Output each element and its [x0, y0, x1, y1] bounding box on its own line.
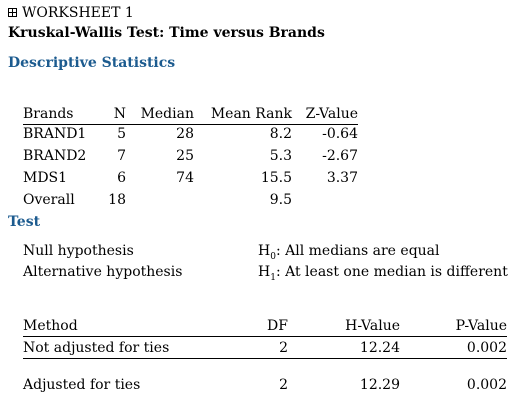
cell-mean-rank: 5.3: [269, 148, 292, 164]
cell-z-value: 3.37: [326, 170, 358, 186]
cell-mean-rank: 8.2: [269, 126, 292, 142]
cell-p-value: 0.002: [466, 377, 507, 393]
col-method: Method: [23, 318, 78, 334]
cell-method: Adjusted for ties: [23, 377, 141, 393]
cell-median: 74: [176, 170, 194, 186]
grid-icon: [8, 8, 17, 17]
header-rule: [23, 124, 358, 125]
cell-p-value: 0.002: [466, 340, 507, 356]
cell-df: 2: [279, 377, 288, 393]
cell-method: Not adjusted for ties: [23, 340, 170, 356]
cell-n: 18: [108, 192, 126, 208]
cell-df: 2: [279, 340, 288, 356]
col-median: Median: [140, 106, 194, 122]
worksheet-header: WORKSHEET 1: [8, 5, 134, 21]
cell-median: 28: [176, 126, 194, 142]
col-mean-rank: Mean Rank: [210, 106, 292, 122]
col-df: DF: [267, 318, 288, 334]
cell-n: 6: [117, 170, 126, 186]
row-rule: [23, 358, 507, 359]
cell-n: 5: [117, 126, 126, 142]
cell-mean-rank: 9.5: [269, 192, 292, 208]
header-rule: [23, 336, 507, 337]
col-h-value: H-Value: [345, 318, 400, 334]
cell-h-value: 12.29: [359, 377, 400, 393]
null-hypothesis-value: H0: All medians are equal: [258, 243, 440, 262]
cell-brand: BRAND1: [23, 126, 87, 142]
alt-hypothesis-value: H1: At least one median is different: [258, 264, 508, 283]
alt-hypothesis-label: Alternative hypothesis: [23, 264, 183, 280]
col-p-value: P-Value: [455, 318, 507, 334]
output-title: Kruskal-Wallis Test: Time versus Brands: [8, 25, 325, 41]
cell-mean-rank: 15.5: [260, 170, 292, 186]
worksheet-label: WORKSHEET 1: [22, 5, 134, 21]
cell-h-value: 12.24: [359, 340, 400, 356]
col-brands: Brands: [23, 106, 74, 122]
cell-n: 7: [117, 148, 126, 164]
test-heading: Test: [8, 214, 41, 230]
descriptive-heading: Descriptive Statistics: [8, 55, 176, 71]
cell-brand: Overall: [23, 192, 75, 208]
cell-median: 25: [176, 148, 194, 164]
cell-brand: BRAND2: [23, 148, 87, 164]
cell-brand: MDS1: [23, 170, 68, 186]
col-n: N: [113, 106, 126, 122]
cell-z-value: -2.67: [322, 148, 358, 164]
col-z-value: Z-Value: [305, 106, 358, 122]
cell-z-value: -0.64: [322, 126, 358, 142]
null-hypothesis-label: Null hypothesis: [23, 243, 134, 259]
